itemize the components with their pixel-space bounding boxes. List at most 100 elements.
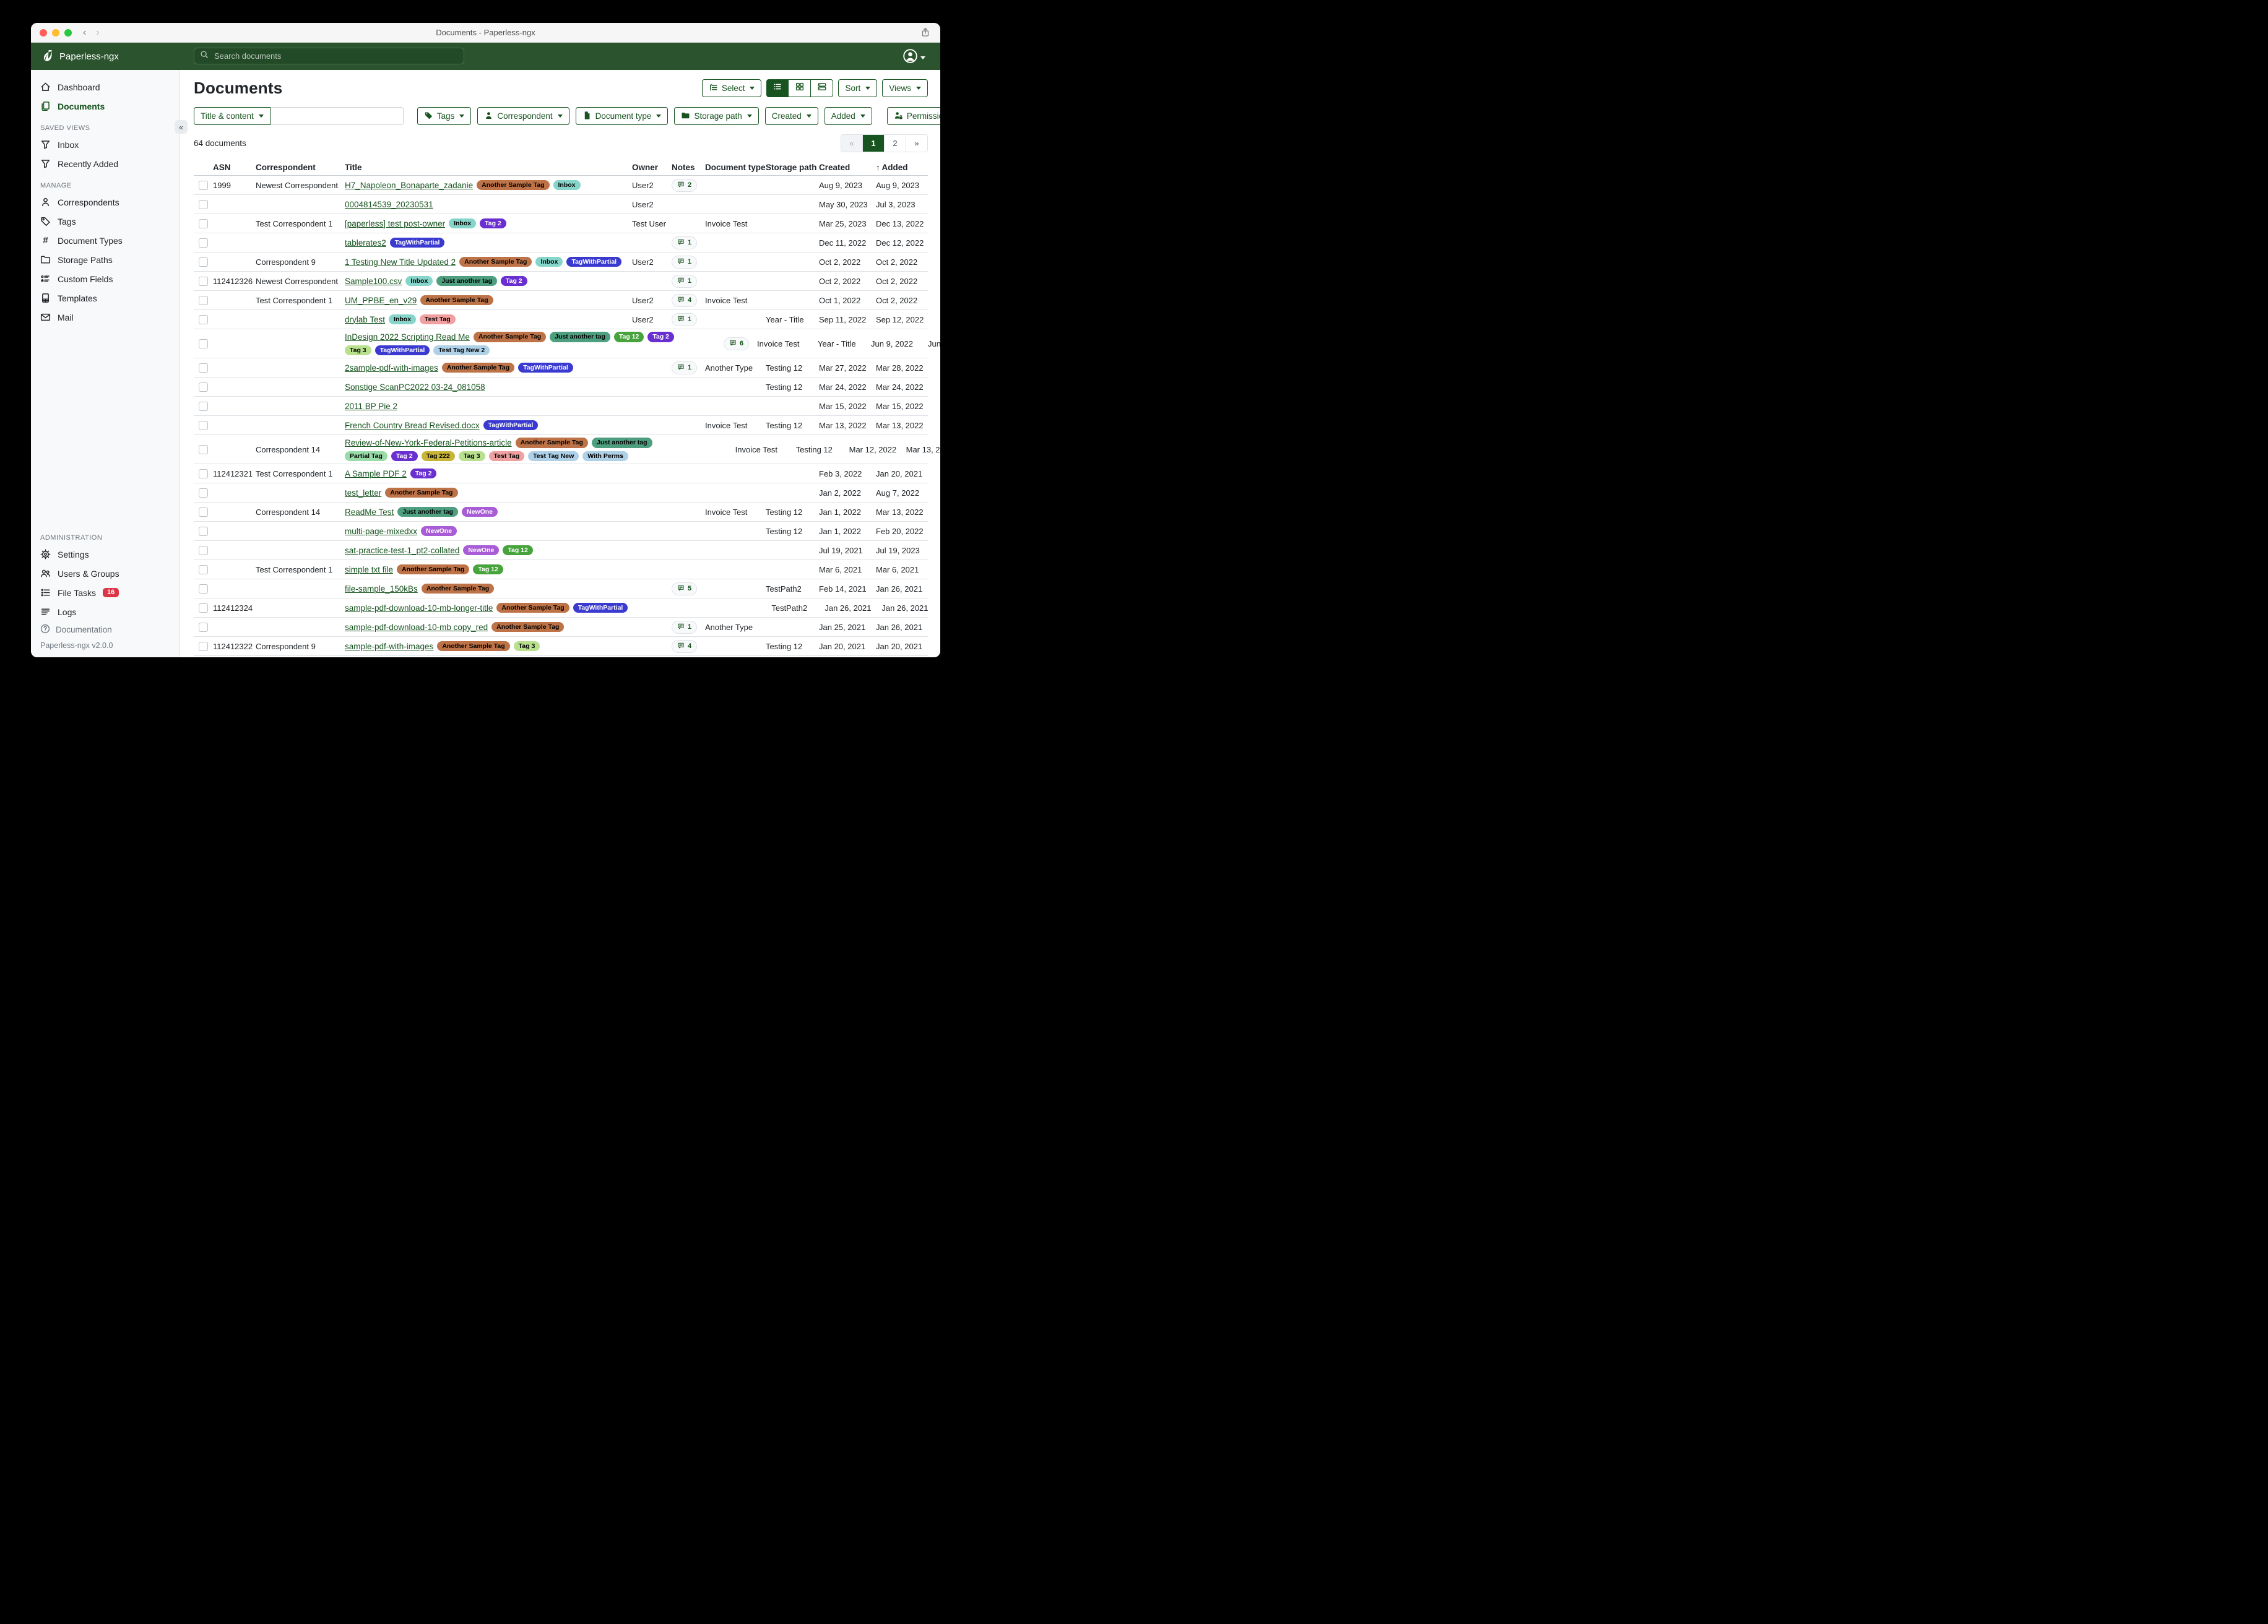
sidebar-collapse-button[interactable]: «: [175, 120, 188, 134]
notes-badge[interactable]: 4: [672, 639, 698, 653]
tag-pill[interactable]: Another Sample Tag: [441, 362, 515, 373]
document-title-link[interactable]: sample-pdf-with-images: [345, 641, 434, 651]
row-checkbox[interactable]: [199, 603, 208, 613]
notes-badge[interactable]: 1: [672, 361, 698, 374]
cell-document-type[interactable]: Invoice Test: [705, 218, 748, 228]
tag-pill[interactable]: Inbox: [449, 218, 477, 229]
tag-pill[interactable]: Another Sample Tag: [496, 602, 569, 613]
tag-pill[interactable]: TagWithPartial: [518, 362, 573, 373]
row-checkbox[interactable]: [199, 545, 208, 555]
tag-pill[interactable]: Partial Tag: [345, 451, 387, 461]
storage-path-filter-button[interactable]: Storage path: [674, 107, 759, 125]
document-title-link[interactable]: test_letter: [345, 488, 382, 498]
row-checkbox[interactable]: [199, 507, 208, 517]
tag-pill[interactable]: Tag 2: [501, 275, 527, 287]
sidebar-item-dashboard[interactable]: Dashboard: [31, 77, 180, 97]
tag-pill[interactable]: Test Tag: [488, 451, 525, 461]
row-checkbox[interactable]: [199, 420, 208, 430]
column-header-asn[interactable]: ASN: [213, 162, 231, 172]
added-filter-button[interactable]: Added: [824, 107, 872, 125]
cell-storage-path[interactable]: Testing 12: [795, 444, 833, 454]
sidebar-item-documents[interactable]: Documents: [31, 97, 180, 116]
cell-correspondent[interactable]: Test Correspondent 1: [256, 218, 333, 228]
document-title-link[interactable]: 2sample-pdf-with-images: [345, 363, 438, 373]
tag-pill[interactable]: Tag 12: [613, 332, 644, 342]
tag-pill[interactable]: Another Sample Tag: [491, 621, 565, 633]
document-title-link[interactable]: 2011 BP Pie 2: [345, 401, 398, 411]
notes-badge[interactable]: 1: [672, 313, 698, 326]
tag-pill[interactable]: TagWithPartial: [566, 256, 622, 267]
cell-correspondent[interactable]: Newest Correspondent: [256, 276, 338, 286]
row-checkbox[interactable]: [199, 314, 208, 324]
column-header-title[interactable]: Title: [345, 162, 362, 172]
cell-storage-path[interactable]: Testing 12: [766, 526, 803, 536]
cell-document-type[interactable]: Invoice Test: [757, 339, 800, 348]
tag-pill[interactable]: Just another tag: [397, 506, 458, 517]
sort-button[interactable]: Sort: [838, 79, 878, 97]
cell-correspondent[interactable]: Correspondent 14: [256, 444, 321, 454]
sidebar-item-inbox[interactable]: Inbox: [31, 135, 180, 154]
tag-pill[interactable]: Another Sample Tag: [421, 583, 495, 594]
row-checkbox[interactable]: [199, 238, 208, 248]
documentation-link[interactable]: Documentation: [31, 621, 180, 637]
cell-correspondent[interactable]: Test Correspondent 1: [256, 295, 333, 305]
notes-badge[interactable]: 1: [672, 274, 698, 288]
document-title-link[interactable]: tablerates2: [345, 238, 386, 248]
search-input[interactable]: [213, 51, 458, 61]
permissions-filter-button[interactable]: Permissions: [886, 107, 940, 125]
document-title-link[interactable]: sample-pdf-download-10-mb-longer-title: [345, 603, 493, 613]
cell-storage-path[interactable]: Testing 12: [766, 363, 803, 373]
column-header-notes[interactable]: Notes: [672, 162, 695, 172]
sidebar-item-settings[interactable]: Settings: [31, 545, 180, 564]
cell-document-type[interactable]: Another Type: [705, 622, 753, 632]
views-button[interactable]: Views: [882, 79, 928, 97]
document-title-link[interactable]: Review-of-New-York-Federal-Petitions-art…: [345, 438, 512, 447]
browser-back-icon[interactable]: ‹: [83, 27, 87, 38]
cell-storage-path[interactable]: TestPath2: [771, 603, 808, 613]
document-title-link[interactable]: ReadMe Test: [345, 507, 394, 517]
document-title-link[interactable]: drylab Test: [345, 314, 386, 324]
cell-document-type[interactable]: Invoice Test: [705, 295, 748, 305]
cell-storage-path[interactable]: Testing 12: [766, 382, 803, 392]
cell-correspondent[interactable]: Test Correspondent 1: [256, 469, 333, 478]
tag-pill[interactable]: Inbox: [535, 256, 563, 267]
tag-pill[interactable]: Another Sample Tag: [477, 179, 550, 191]
row-checkbox[interactable]: [199, 469, 208, 478]
document-title-link[interactable]: Sonstige ScanPC2022 03-24_081058: [345, 382, 485, 392]
sidebar-item-mail[interactable]: Mail: [31, 308, 180, 327]
sidebar-item-tags[interactable]: Tags: [31, 212, 180, 231]
tag-pill[interactable]: Test Tag New 2: [433, 345, 490, 355]
view-mode-list-button[interactable]: [766, 79, 789, 97]
cell-storage-path[interactable]: Testing 12: [766, 641, 803, 651]
row-checkbox[interactable]: [199, 276, 208, 286]
tag-pill[interactable]: Tag 12: [473, 564, 503, 575]
tag-pill[interactable]: TagWithPartial: [573, 602, 628, 613]
notes-badge[interactable]: 1: [672, 236, 698, 249]
tag-pill[interactable]: Tag 2: [410, 468, 437, 479]
tag-pill[interactable]: TagWithPartial: [389, 237, 445, 248]
row-checkbox[interactable]: [199, 218, 208, 228]
correspondent-filter-button[interactable]: Correspondent: [477, 107, 569, 125]
zoom-window-button[interactable]: [64, 28, 72, 37]
tag-pill[interactable]: TagWithPartial: [483, 420, 539, 431]
pagination-page-2[interactable]: 2: [884, 135, 906, 152]
column-header-storage-path[interactable]: Storage path: [766, 162, 817, 172]
tag-pill[interactable]: Just another tag: [436, 275, 497, 287]
notes-badge[interactable]: 5: [672, 582, 698, 595]
column-header-document-type[interactable]: Document type: [705, 162, 766, 172]
tag-pill[interactable]: Another Sample Tag: [473, 332, 547, 342]
row-checkbox[interactable]: [199, 199, 208, 209]
tag-pill[interactable]: NewOne: [421, 525, 457, 537]
tag-pill[interactable]: Tag 2: [480, 218, 506, 229]
tag-pill[interactable]: Tag 3: [458, 451, 485, 461]
column-header-owner[interactable]: Owner: [632, 162, 659, 172]
sidebar-item-correspondents[interactable]: Correspondents: [31, 192, 180, 212]
cell-document-type[interactable]: Invoice Test: [735, 444, 778, 454]
notes-badge[interactable]: 4: [672, 293, 698, 307]
share-icon[interactable]: [920, 27, 930, 41]
notes-badge[interactable]: 1: [672, 255, 698, 269]
sidebar-item-templates[interactable]: Templates: [31, 288, 180, 308]
document-title-link[interactable]: 0004814539_20230531: [345, 199, 433, 209]
browser-forward-icon[interactable]: ›: [96, 27, 100, 38]
tag-pill[interactable]: Another Sample Tag: [437, 641, 510, 652]
